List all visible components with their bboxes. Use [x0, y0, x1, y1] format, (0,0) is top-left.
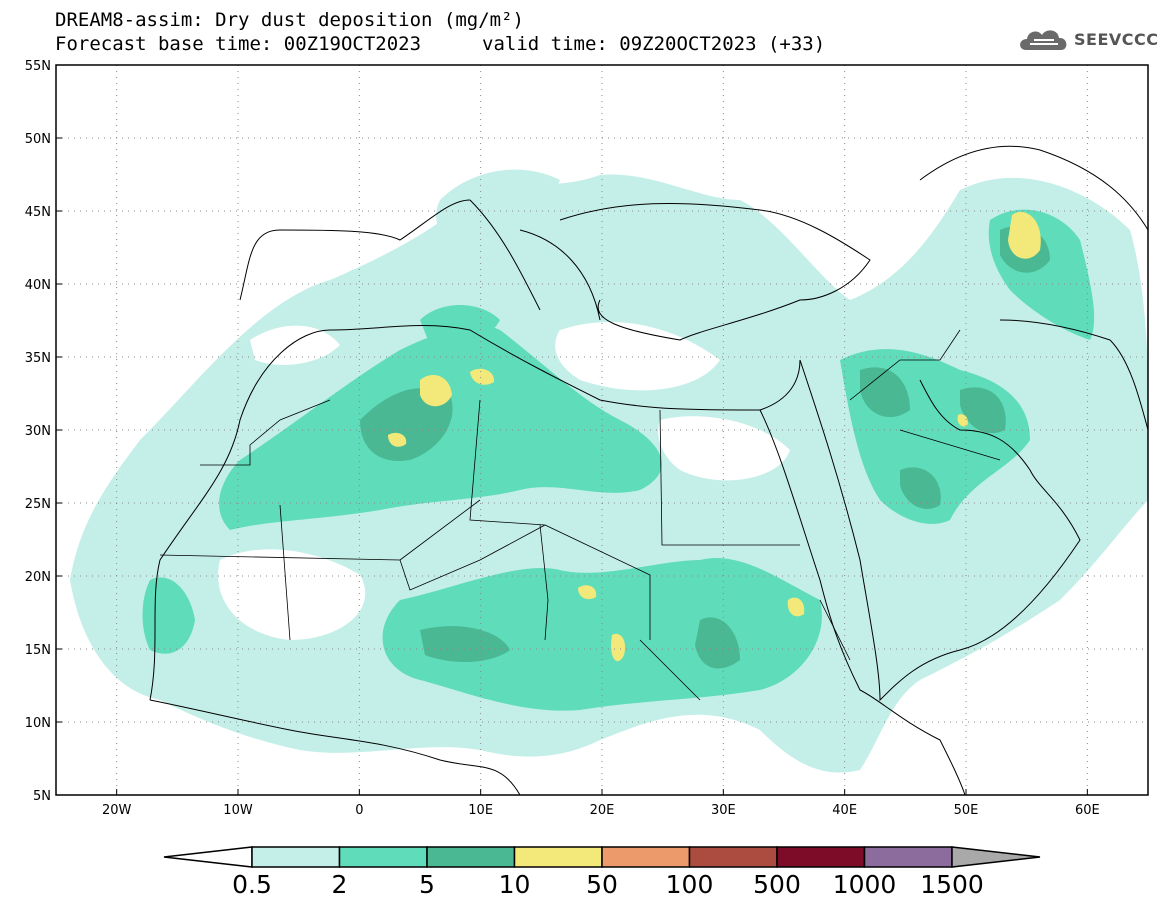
lat-label: 55N [25, 59, 51, 74]
colorbar-level-label: 5 [419, 870, 435, 899]
colorbar-level-label: 1500 [920, 870, 984, 899]
colorbar-level-label: 10 [499, 870, 531, 899]
colorbar-swatch [251, 846, 341, 868]
forecast-base-time: Forecast base time: 00Z19OCT2023 [55, 33, 422, 55]
colorbar-level-label: 100 [666, 870, 714, 899]
map-title: DREAM8-assim: Dry dust deposition (mg/m²… [55, 9, 524, 31]
lon-label: 20W [102, 803, 132, 818]
lon-label: 40E [832, 803, 857, 818]
lat-label: 25N [25, 497, 51, 512]
seevccc-logo: SEEVCCC [1018, 26, 1159, 52]
colorbar-level-label: 500 [753, 870, 801, 899]
colorbar-labels: 0.5 2 5 10 50 100 500 1000 1500 [232, 870, 984, 899]
colorbar-level-label: 50 [586, 870, 618, 899]
colorbar-level-label: 2 [332, 870, 348, 899]
longitude-labels: 20W 10W 0 10E 20E 30E 40E 50E 60E [102, 803, 1100, 818]
country-borders [159, 329, 1001, 701]
valid-time: valid time: 09Z20OCT2023 (+33) [482, 33, 826, 55]
colorbar-swatch [426, 846, 516, 868]
lat-label: 50N [25, 132, 51, 147]
colorbar-under-triangle [163, 846, 253, 868]
axis-ticks [56, 64, 1088, 796]
colorbar-swatch [601, 846, 691, 868]
lon-label: 50E [954, 803, 979, 818]
lat-label: 45N [25, 205, 51, 220]
lon-label: 30E [711, 803, 736, 818]
colorbar-swatch [776, 846, 866, 868]
lat-label: 40N [25, 278, 51, 293]
colorbar [163, 846, 1041, 868]
lat-label: 15N [25, 643, 51, 658]
lat-label: 30N [25, 424, 51, 439]
lon-label: 20E [590, 803, 615, 818]
coastlines [149, 145, 1149, 796]
colorbar-level-label: 1000 [833, 870, 897, 899]
lat-label: 10N [25, 716, 51, 731]
lat-label: 5N [33, 789, 51, 804]
lon-label: 10E [468, 803, 493, 818]
colorbar-level-label: 0.5 [232, 870, 272, 899]
colorbar-swatch [338, 846, 428, 868]
graticule [56, 65, 1148, 795]
lon-label: 0 [355, 803, 363, 818]
colorbar-swatch [863, 846, 953, 868]
dust-field [70, 169, 1148, 773]
colorbar-swatch [513, 846, 603, 868]
latitude-labels: 55N 50N 45N 40N 35N 30N 25N 20N 15N 10N 5N [25, 59, 51, 804]
lat-label: 35N [25, 351, 51, 366]
logo-text: SEEVCCC [1074, 29, 1159, 49]
colorbar-swatch [688, 846, 778, 868]
lon-label: 10W [223, 803, 253, 818]
cloud-icon [1020, 30, 1067, 50]
lon-label: 60E [1075, 803, 1100, 818]
colorbar-over-triangle [951, 846, 1041, 868]
lat-label: 20N [25, 570, 51, 585]
